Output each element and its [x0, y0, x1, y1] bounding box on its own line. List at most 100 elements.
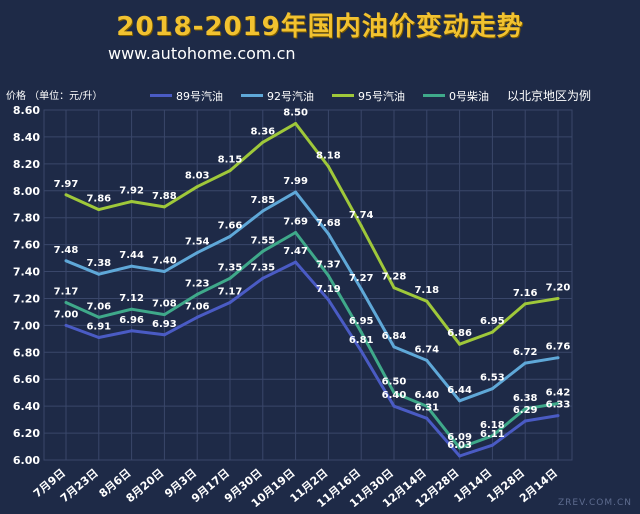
- data-label: 7.40: [152, 256, 177, 267]
- data-label: 7.28: [382, 272, 407, 283]
- y-tick-label: 6.20: [13, 427, 40, 440]
- legend-item-95: 95号汽油: [332, 88, 405, 104]
- data-label: 7.08: [152, 299, 177, 310]
- data-label: 6.42: [546, 387, 571, 398]
- data-label: 7.85: [250, 195, 275, 206]
- data-point: [162, 205, 166, 209]
- data-label: 6.44: [447, 385, 472, 396]
- data-label: 6.50: [382, 377, 407, 388]
- data-label: 6.40: [382, 390, 407, 401]
- data-point: [490, 387, 494, 391]
- data-point: [195, 315, 199, 319]
- data-label: 7.92: [119, 186, 144, 197]
- data-point: [130, 200, 134, 204]
- chart-title: 2018-2019年国内油价变动走势: [116, 12, 524, 42]
- y-tick-label: 7.40: [13, 266, 40, 279]
- legend-label: 95号汽油: [358, 89, 405, 103]
- data-label: 7.69: [283, 217, 308, 228]
- data-point: [458, 399, 462, 403]
- legend-item-89: 89号汽油: [150, 88, 223, 104]
- data-label: 6.33: [546, 400, 571, 411]
- legend-swatch: [150, 94, 172, 97]
- data-label: 6.95: [480, 316, 505, 327]
- data-label: 6.31: [414, 402, 439, 413]
- data-point: [228, 169, 232, 173]
- data-label: 7.19: [316, 284, 341, 295]
- y-tick-label: 7.80: [13, 212, 40, 225]
- data-label: 6.74: [414, 344, 439, 355]
- data-point: [392, 345, 396, 349]
- data-label: 6.03: [447, 440, 472, 451]
- y-tick-label: 6.80: [13, 346, 40, 359]
- data-point: [162, 333, 166, 337]
- data-label: 6.95: [349, 316, 374, 327]
- data-label: 6.53: [480, 373, 505, 384]
- data-point: [261, 140, 265, 144]
- legend-swatch: [241, 94, 263, 97]
- data-point: [294, 190, 298, 194]
- data-label: 6.86: [447, 328, 472, 339]
- data-label: 6.72: [513, 347, 538, 358]
- data-point: [523, 302, 527, 306]
- data-point: [359, 330, 363, 334]
- data-label: 6.18: [480, 420, 505, 431]
- data-label: 6.11: [480, 429, 505, 440]
- data-point: [490, 330, 494, 334]
- y-tick-label: 6.60: [13, 373, 40, 386]
- data-point: [458, 446, 462, 450]
- data-point: [195, 292, 199, 296]
- data-label: 7.17: [54, 287, 79, 298]
- data-point: [326, 165, 330, 169]
- watermark: ZREV.COM.CN: [558, 498, 632, 508]
- data-label: 7.68: [316, 218, 341, 229]
- data-point: [490, 434, 494, 438]
- data-point: [425, 299, 429, 303]
- data-label: 6.81: [349, 335, 374, 346]
- data-point: [523, 361, 527, 365]
- data-label: 7.35: [218, 262, 243, 273]
- data-label: 7.54: [185, 237, 210, 248]
- website-url: www.autohome.com.cn: [108, 44, 296, 63]
- y-axis-unit-label: 价格 （单位：元/升）: [6, 91, 103, 102]
- y-tick-label: 7.00: [13, 319, 40, 332]
- data-point: [326, 232, 330, 236]
- data-point: [64, 301, 68, 304]
- data-point: [458, 342, 462, 346]
- series-line: [65, 231, 559, 450]
- data-point: [97, 315, 101, 319]
- data-label: 7.66: [218, 221, 243, 232]
- series-line: [65, 260, 559, 458]
- data-point: [228, 235, 232, 239]
- data-point: [392, 391, 396, 395]
- data-label: 6.96: [119, 315, 144, 326]
- legend-swatch: [423, 94, 445, 97]
- data-point: [425, 358, 429, 362]
- y-tick-label: 8.40: [13, 131, 40, 144]
- data-point: [162, 270, 166, 274]
- data-point: [294, 260, 298, 264]
- legend: 89号汽油 92号汽油 95号汽油 0号柴油 以北京地区为例: [150, 87, 591, 104]
- data-label: 7.06: [86, 301, 111, 312]
- data-label: 7.06: [185, 301, 210, 312]
- data-point: [97, 272, 101, 276]
- data-point: [64, 323, 68, 327]
- data-label: 7.55: [250, 235, 275, 246]
- data-point: [261, 249, 265, 253]
- data-point: [130, 264, 134, 268]
- y-tick-label: 8.60: [13, 104, 40, 117]
- data-label: 6.84: [382, 331, 407, 342]
- data-label: 7.20: [546, 282, 571, 293]
- data-point: [162, 313, 166, 317]
- data-point: [294, 231, 298, 234]
- data-point: [523, 419, 527, 423]
- data-label: 7.18: [414, 285, 439, 296]
- data-label: 6.29: [513, 405, 538, 416]
- data-label: 7.37: [316, 260, 341, 271]
- data-label: 6.93: [152, 319, 177, 330]
- data-label: 8.18: [316, 151, 341, 162]
- data-point: [228, 301, 232, 304]
- data-label: 7.47: [283, 246, 308, 257]
- data-point: [130, 307, 134, 311]
- data-point: [326, 298, 330, 302]
